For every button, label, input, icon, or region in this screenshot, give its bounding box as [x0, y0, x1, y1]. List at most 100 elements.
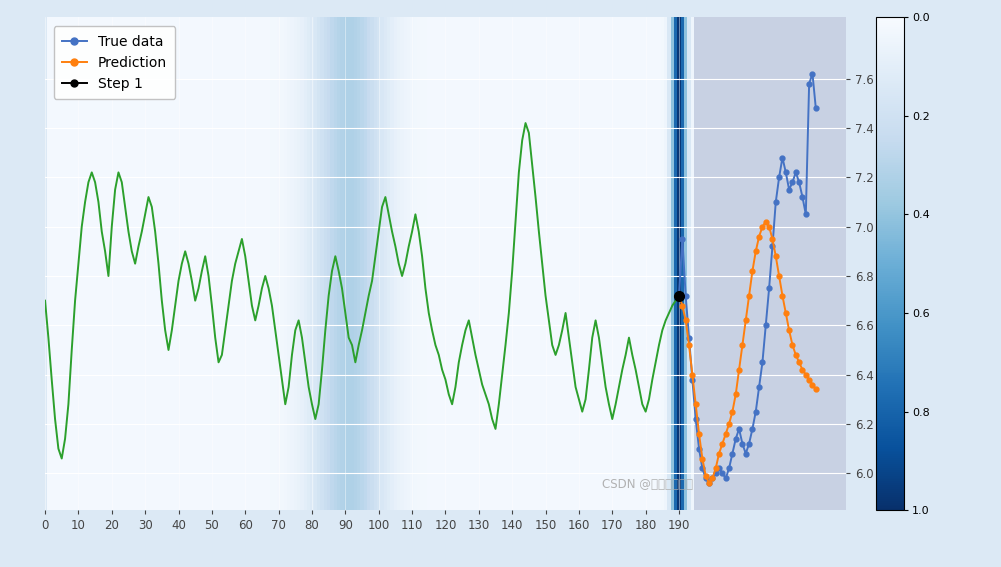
Bar	[668, 17, 671, 510]
Bar	[601, 17, 604, 510]
Bar	[618, 17, 621, 510]
Bar	[508, 17, 511, 510]
Bar	[217, 17, 220, 510]
Bar	[87, 17, 90, 510]
Bar	[681, 17, 684, 510]
Bar	[641, 17, 644, 510]
Bar	[688, 17, 691, 510]
Bar	[237, 17, 240, 510]
Bar	[584, 17, 588, 510]
Legend: True data, Prediction, Step 1: True data, Prediction, Step 1	[54, 27, 175, 99]
Bar	[373, 17, 377, 510]
Bar	[691, 17, 694, 510]
Bar	[528, 17, 531, 510]
Bar	[440, 17, 443, 510]
Bar	[674, 17, 678, 510]
Bar	[113, 17, 117, 510]
Bar	[90, 17, 93, 510]
Bar	[53, 17, 57, 510]
Bar	[628, 17, 631, 510]
Bar	[571, 17, 574, 510]
Bar	[678, 17, 681, 510]
Bar	[514, 17, 518, 510]
Bar	[263, 17, 267, 510]
Bar	[277, 17, 280, 510]
Bar	[273, 17, 277, 510]
Bar	[307, 17, 310, 510]
Bar	[397, 17, 400, 510]
Bar	[538, 17, 541, 510]
Bar	[343, 17, 347, 510]
Bar	[674, 17, 678, 510]
Bar	[568, 17, 571, 510]
Bar	[658, 17, 661, 510]
Bar	[240, 17, 243, 510]
Bar	[203, 17, 207, 510]
Bar	[230, 17, 233, 510]
Bar	[207, 17, 210, 510]
Bar	[370, 17, 373, 510]
Bar	[621, 17, 624, 510]
Bar	[170, 17, 173, 510]
Bar	[487, 17, 490, 510]
Bar	[531, 17, 534, 510]
Bar	[638, 17, 641, 510]
Bar	[387, 17, 390, 510]
Bar	[327, 17, 330, 510]
Bar	[561, 17, 564, 510]
Y-axis label: mg/L: mg/L	[881, 246, 895, 281]
Bar	[60, 17, 63, 510]
Bar	[107, 17, 110, 510]
Bar	[564, 17, 568, 510]
Bar	[554, 17, 558, 510]
Bar	[477, 17, 480, 510]
Bar	[548, 17, 551, 510]
Bar	[611, 17, 614, 510]
Bar	[300, 17, 303, 510]
Bar	[443, 17, 447, 510]
Bar	[157, 17, 160, 510]
Bar	[177, 17, 180, 510]
Bar	[310, 17, 313, 510]
Bar	[63, 17, 67, 510]
Bar	[67, 17, 70, 510]
Bar	[357, 17, 360, 510]
Bar	[671, 17, 674, 510]
Bar	[511, 17, 514, 510]
Bar	[297, 17, 300, 510]
Bar	[521, 17, 524, 510]
Text: CSDN @机器学习之心: CSDN @机器学习之心	[602, 478, 693, 491]
Bar	[524, 17, 528, 510]
Bar	[287, 17, 290, 510]
Bar	[50, 17, 53, 510]
Bar	[280, 17, 283, 510]
Bar	[504, 17, 508, 510]
Bar	[227, 17, 230, 510]
Bar	[303, 17, 307, 510]
Bar	[93, 17, 97, 510]
Bar	[551, 17, 554, 510]
Bar	[293, 17, 297, 510]
Bar	[447, 17, 450, 510]
Bar	[167, 17, 170, 510]
Bar	[420, 17, 423, 510]
Bar	[493, 17, 497, 510]
Bar	[490, 17, 493, 510]
Bar	[100, 17, 103, 510]
Bar	[427, 17, 430, 510]
Bar	[183, 17, 187, 510]
Bar	[534, 17, 538, 510]
Bar	[83, 17, 87, 510]
Bar	[47, 17, 50, 510]
Bar	[581, 17, 584, 510]
Bar	[147, 17, 150, 510]
Bar	[654, 17, 658, 510]
Bar	[437, 17, 440, 510]
Bar	[190, 17, 193, 510]
Bar	[267, 17, 270, 510]
Bar	[497, 17, 500, 510]
Bar	[80, 17, 83, 510]
Bar	[117, 17, 120, 510]
Bar	[417, 17, 420, 510]
Bar	[664, 17, 668, 510]
